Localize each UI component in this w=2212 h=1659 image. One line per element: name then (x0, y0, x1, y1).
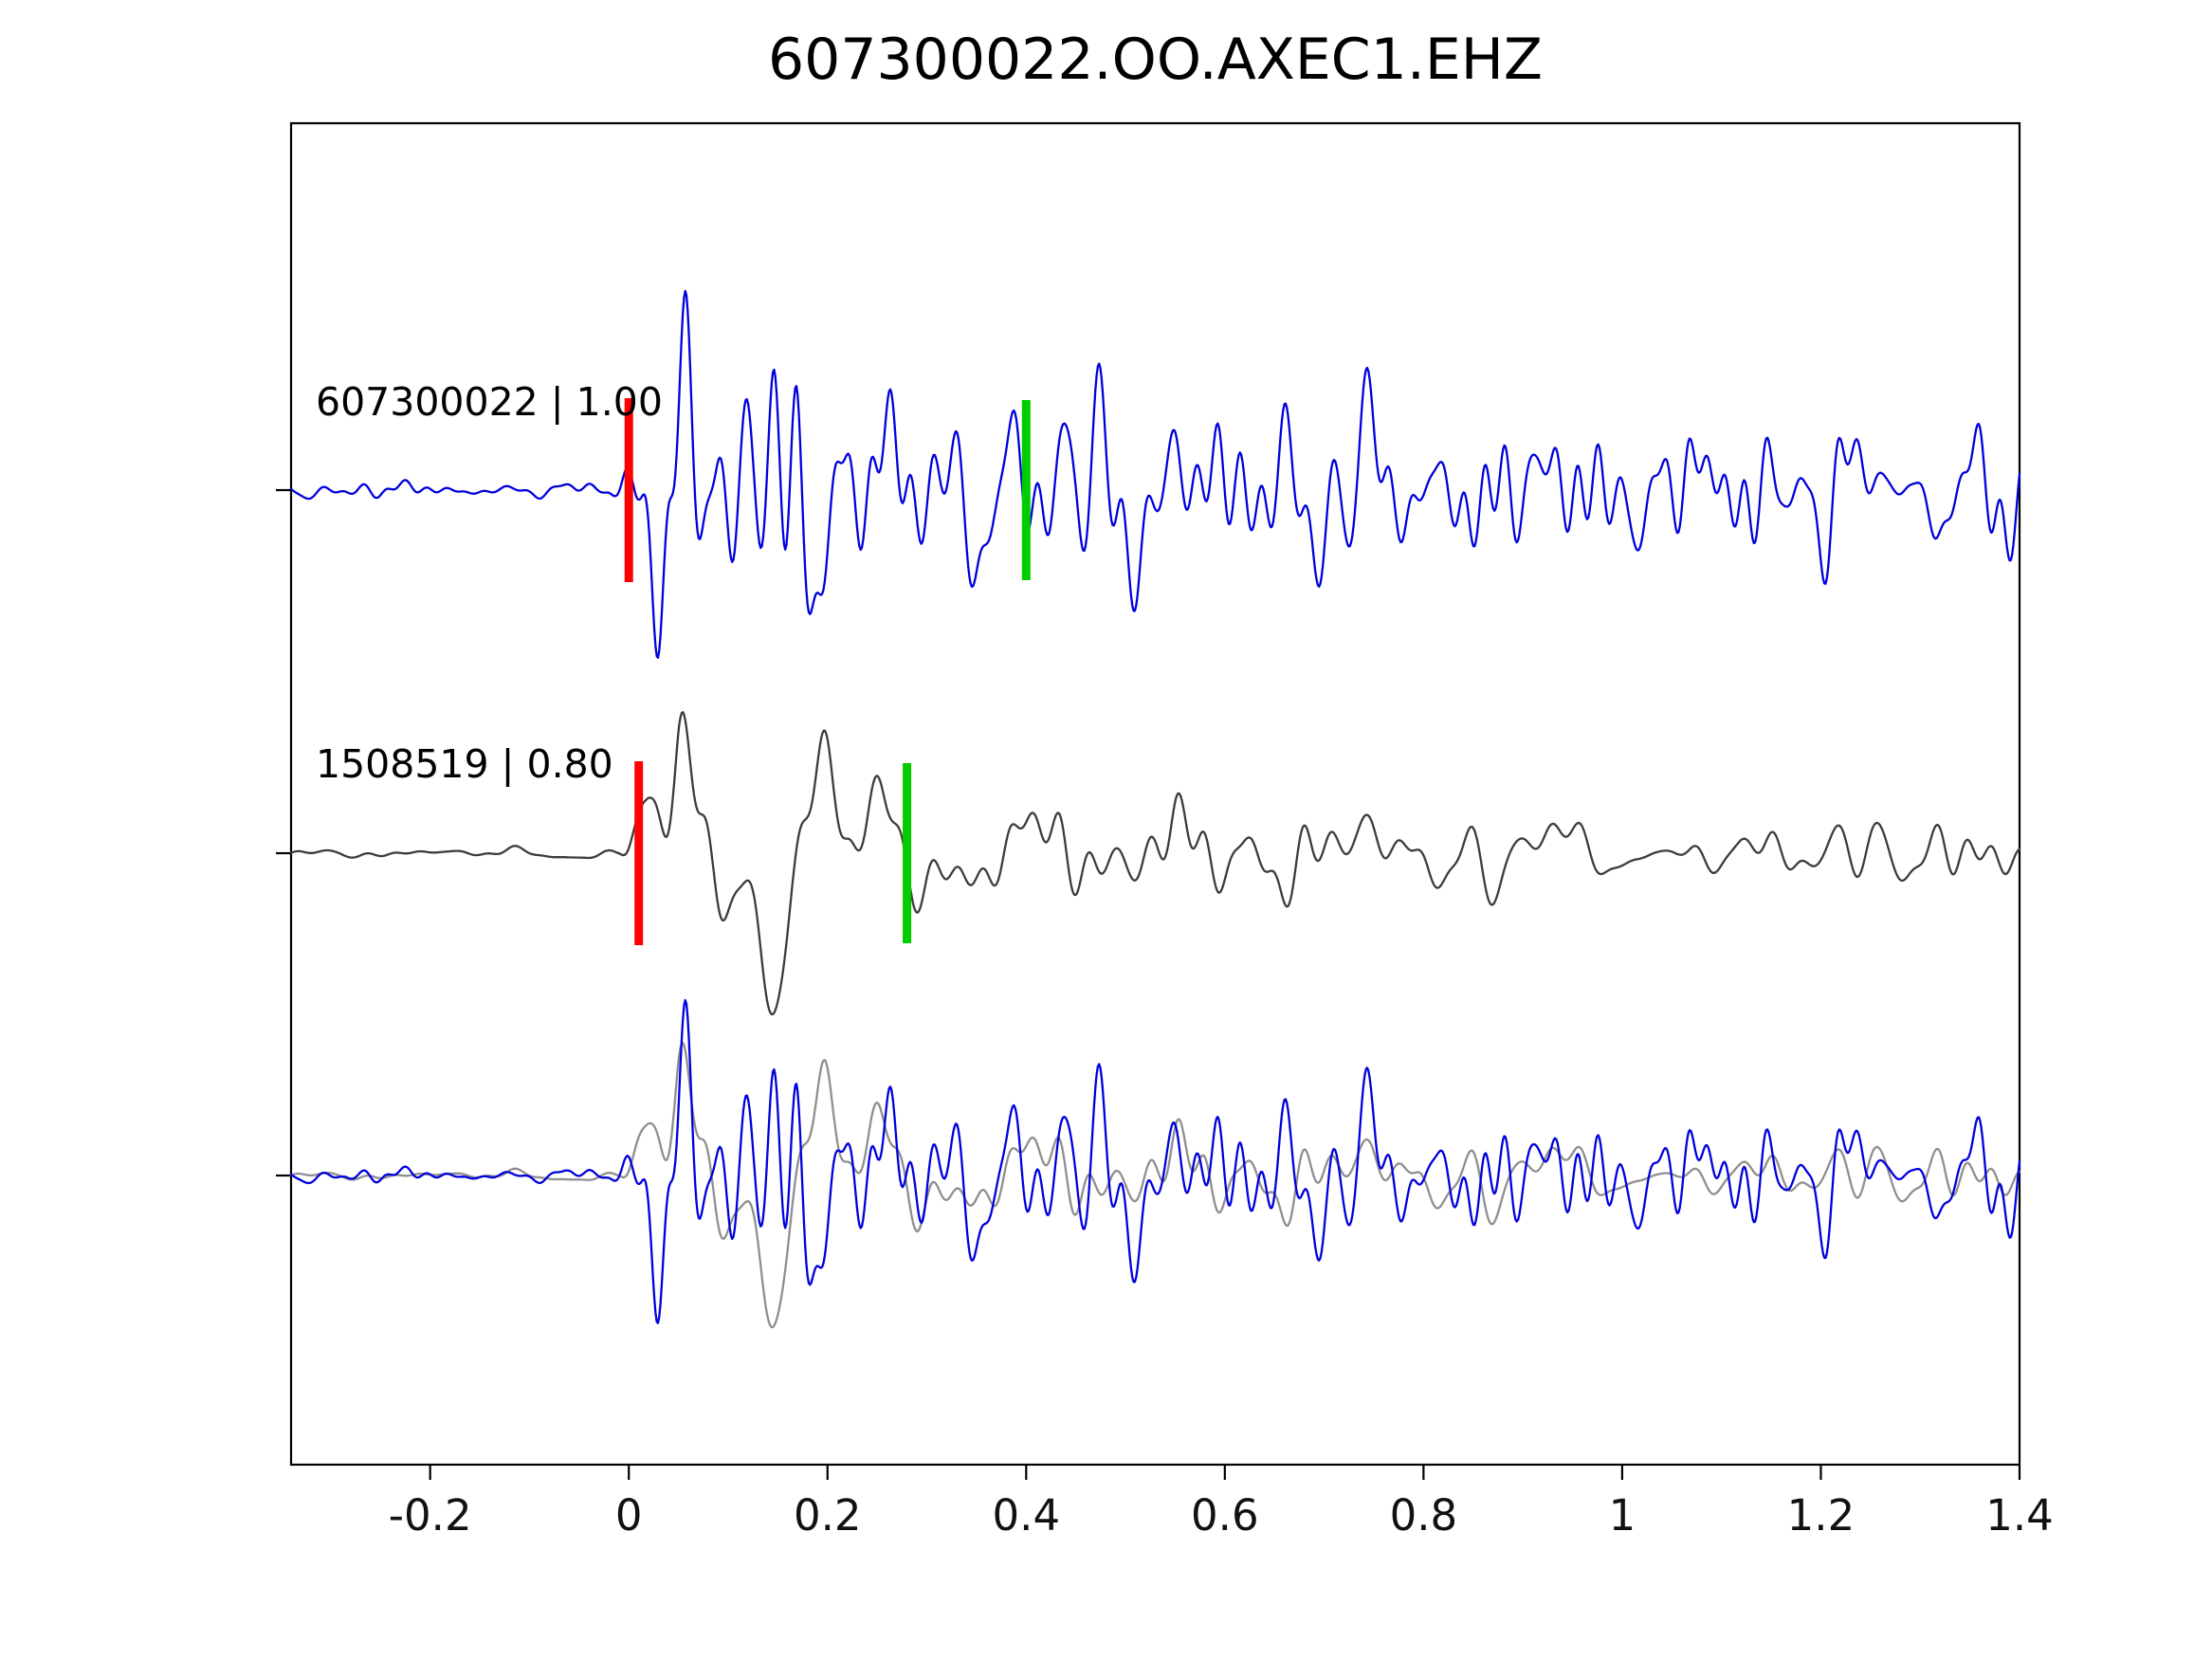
x-tick-label: 0.4 (992, 1490, 1061, 1540)
x-tick-label: 1.2 (1786, 1490, 1856, 1540)
plot-frame (289, 121, 2021, 1467)
x-tick-label: 0 (614, 1490, 643, 1540)
x-tick-label: 1.4 (1985, 1490, 2054, 1540)
x-tick-label: -0.2 (388, 1490, 472, 1540)
trace-607300022 (289, 289, 2021, 659)
trace-1508519 (289, 711, 2021, 1016)
x-tick-label: 0.8 (1389, 1490, 1458, 1540)
figure-title: 607300022.OO.AXEC1.EHZ (767, 27, 1544, 93)
trace-label-1508519: 1508519 | 0.80 (316, 741, 613, 787)
x-tick-label: 0.6 (1191, 1490, 1259, 1540)
x-tick-label: 0.2 (793, 1490, 862, 1540)
overlay-trace-gray (289, 1041, 2021, 1329)
overlay-trace-blue (289, 998, 2021, 1324)
x-tick-label: 1 (1608, 1490, 1636, 1540)
trace-label-607300022: 607300022 | 1.00 (316, 379, 663, 425)
